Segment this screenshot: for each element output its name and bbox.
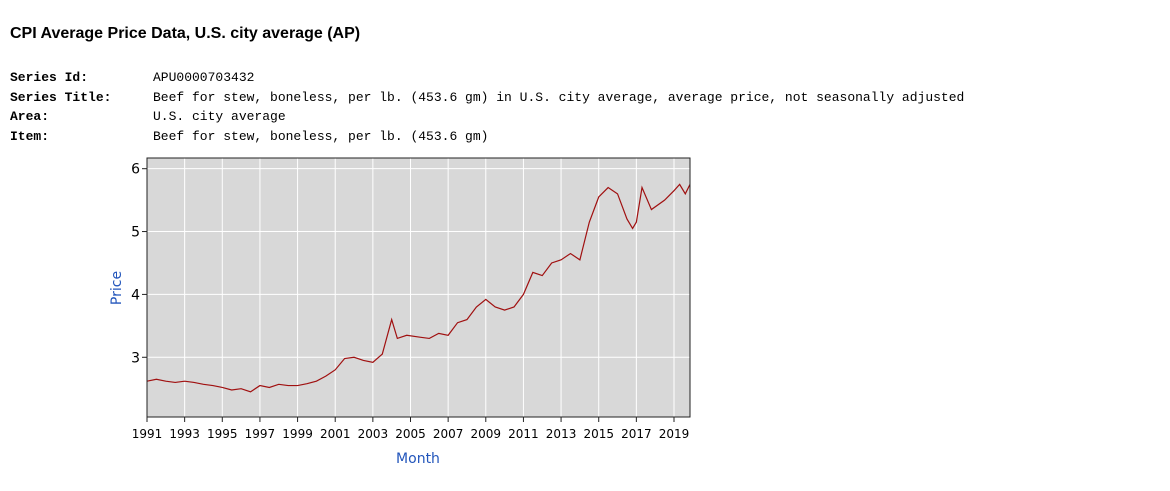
x-tick-label: 2013 — [546, 427, 577, 441]
x-tick-label: 2009 — [471, 427, 502, 441]
field-label: Series Id: — [10, 70, 88, 85]
x-tick-label: 2011 — [508, 427, 539, 441]
y-tick-label: 6 — [131, 162, 140, 178]
plot-area — [146, 157, 691, 418]
field-value: Beef for stew, boneless, per lb. (453.6 … — [153, 129, 488, 144]
field-value: APU0000703432 — [153, 70, 254, 85]
x-tick-label: 2015 — [583, 427, 614, 441]
y-tick-label: 3 — [131, 350, 140, 366]
x-tick-label: 2019 — [659, 427, 690, 441]
x-tick-label: 1997 — [245, 427, 276, 441]
field-value: Beef for stew, boneless, per lb. (453.6 … — [153, 90, 964, 105]
x-tick-label: 2005 — [395, 427, 426, 441]
x-tick-label: 2003 — [358, 427, 389, 441]
field-label: Area: — [10, 109, 49, 124]
field-label: Series Title: — [10, 90, 111, 105]
x-tick-label: 1993 — [169, 427, 200, 441]
field-value: U.S. city average — [153, 109, 286, 124]
x-tick-label: 1995 — [207, 427, 238, 441]
x-tick-label: 1999 — [282, 427, 313, 441]
y-tick-label: 5 — [131, 225, 140, 241]
x-tick-label: 1991 — [132, 427, 163, 441]
x-axis-label: Month — [396, 451, 440, 467]
x-tick-label: 2017 — [621, 427, 652, 441]
x-tick-label: 2001 — [320, 427, 351, 441]
page-title: CPI Average Price Data, U.S. city averag… — [10, 25, 360, 42]
plot-border — [146, 157, 691, 418]
field-label: Item: — [10, 129, 49, 144]
price-line — [146, 183, 691, 393]
x-tick-label: 2007 — [433, 427, 464, 441]
y-tick-label: 4 — [131, 287, 140, 303]
y-axis-label: Price — [109, 271, 125, 305]
